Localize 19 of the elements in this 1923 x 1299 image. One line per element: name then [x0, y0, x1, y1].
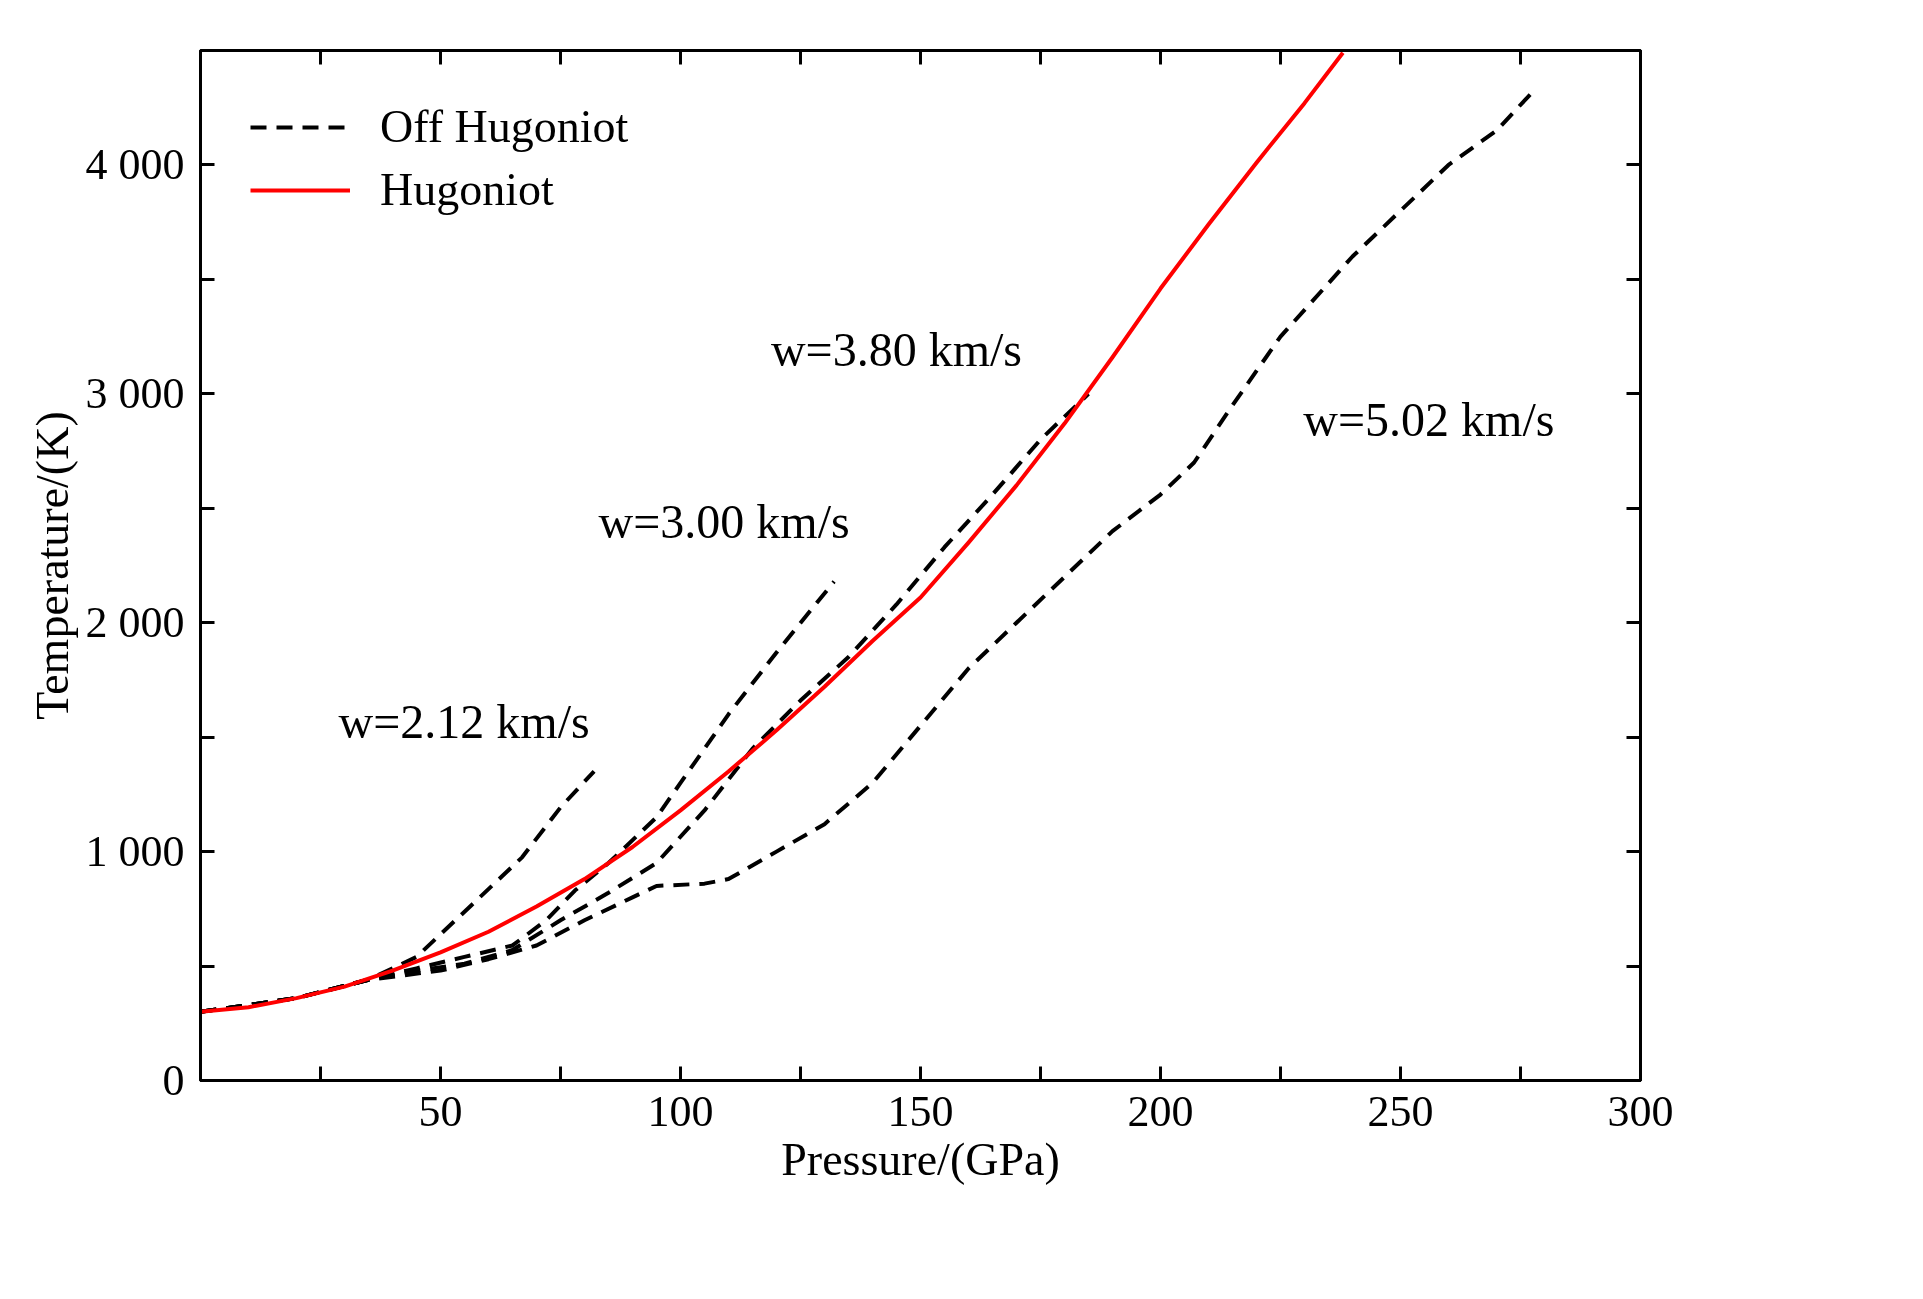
legend-label: Hugoniot	[380, 163, 554, 216]
x-tick-label: 250	[1367, 1086, 1434, 1136]
annotation: w=5.02 km/s	[1303, 392, 1555, 446]
y-tick-label: 3 000	[85, 369, 185, 419]
annotation: w=2.12 km/s	[338, 694, 590, 748]
y-tick-label: 2 000	[85, 598, 185, 648]
annotation: w=3.80 km/s	[770, 323, 1023, 377]
y-axis-title: Temperature/(K)	[26, 411, 78, 720]
x-tick-label: 50	[418, 1086, 463, 1136]
x-tick-label: 100	[647, 1086, 714, 1136]
x-axis-title: Pressure/(GPa)	[781, 1133, 1060, 1185]
y-tick-label: 1 000	[85, 827, 185, 877]
annotation: w=3.00 km/s	[598, 495, 850, 549]
x-tick-label: 300	[1607, 1086, 1674, 1136]
legend-label: Off Hugoniot	[380, 100, 629, 153]
x-tick-label: 200	[1127, 1086, 1194, 1136]
y-tick-label: 4 000	[85, 140, 185, 190]
x-tick-label: 150	[887, 1086, 954, 1136]
y-tick-label: 0	[162, 1056, 185, 1105]
